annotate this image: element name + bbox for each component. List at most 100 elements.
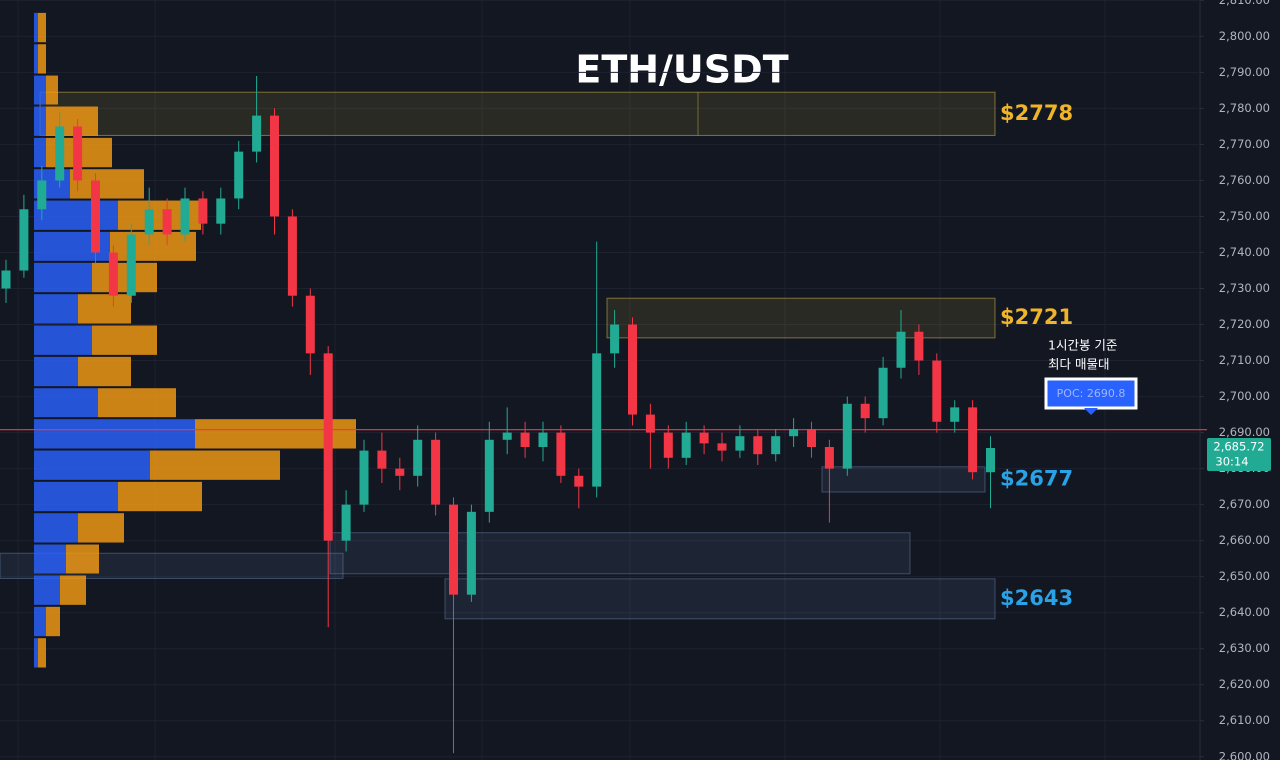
candle-body — [628, 324, 637, 415]
profile-sell — [66, 544, 99, 574]
candle-body — [341, 504, 351, 541]
candle-body — [162, 209, 172, 235]
candle-body — [252, 115, 262, 152]
profile-sell — [46, 75, 58, 105]
last-price-box — [1207, 438, 1271, 472]
candle-body — [538, 432, 548, 447]
candle-body — [860, 403, 870, 419]
y-tick-label: 2,650.00 — [1219, 569, 1270, 583]
profile-buy — [34, 356, 78, 387]
candle-body — [681, 432, 691, 458]
candle-body — [377, 450, 387, 469]
profile-buy — [34, 44, 38, 74]
candle-body — [216, 198, 226, 224]
candle-body — [610, 324, 620, 354]
candle-body — [466, 511, 476, 595]
profile-buy — [34, 294, 78, 324]
candle-body — [1, 270, 11, 289]
candle-body — [807, 428, 816, 447]
y-tick-label: 2,760.00 — [1219, 173, 1270, 187]
candle-body — [592, 353, 602, 487]
profile-buy — [34, 75, 46, 105]
profile-buy — [34, 200, 118, 230]
candle-body — [502, 432, 512, 440]
candle-body — [914, 331, 924, 361]
poc-pointer — [1084, 408, 1098, 415]
candle-body — [413, 439, 423, 476]
vertical-grid — [17, 0, 1106, 760]
profile-buy — [34, 12, 38, 43]
annotation: 최다 매물대 — [1048, 357, 1109, 372]
candle-body — [753, 436, 763, 455]
candle-body — [270, 115, 279, 217]
candle-body — [699, 432, 709, 444]
candle-body — [484, 439, 494, 512]
profile-sell — [38, 638, 46, 668]
zone — [606, 297, 996, 339]
profile-buy — [34, 388, 98, 418]
profile-buy — [34, 262, 92, 293]
countdown: 30:14 — [1215, 455, 1248, 469]
profile-sell — [38, 12, 46, 43]
profile-buy — [34, 481, 118, 512]
profile-sell — [46, 606, 60, 637]
profile-buy — [34, 575, 60, 605]
candle-body — [91, 180, 100, 253]
profile-buy — [34, 513, 78, 543]
profile-sell — [38, 44, 46, 74]
candle-body — [520, 432, 530, 447]
candle-body — [180, 198, 190, 235]
y-tick-label: 2,660.00 — [1219, 533, 1270, 547]
y-tick-label: 2,810.00 — [1219, 0, 1270, 7]
zone — [329, 532, 911, 575]
y-tick-label: 2,800.00 — [1219, 29, 1270, 43]
profile-sell — [92, 325, 157, 355]
candle-body — [663, 432, 673, 458]
candle-body — [287, 216, 297, 296]
candle-body — [932, 360, 942, 422]
candle-body — [574, 475, 584, 487]
profile-sell — [150, 450, 280, 480]
zone-label: $2778 — [1000, 101, 1073, 125]
profile-buy — [34, 544, 66, 574]
candle-body — [323, 353, 333, 541]
candle-body — [950, 407, 960, 422]
poc-label: POC: 2690.8 — [1057, 387, 1126, 400]
candle-body — [126, 234, 136, 296]
zone — [444, 578, 996, 620]
candle-body — [878, 367, 888, 419]
candle-body — [73, 126, 83, 181]
candle-body — [144, 209, 154, 235]
profile-sell — [70, 169, 144, 199]
candle-body — [735, 436, 745, 451]
zone-label: $2721 — [1000, 305, 1073, 329]
profile-sell — [78, 294, 131, 324]
y-tick-label: 2,600.00 — [1219, 749, 1270, 760]
profile-buy — [34, 450, 150, 480]
candle-body — [789, 428, 799, 437]
candle-body — [968, 407, 978, 473]
candle-body — [986, 448, 995, 473]
candle-body — [305, 295, 315, 354]
candle-body — [842, 403, 852, 469]
candle-body — [234, 151, 244, 199]
candle-body — [359, 450, 369, 505]
candle-body — [645, 414, 655, 433]
candle-body — [771, 436, 781, 455]
profile-sell — [98, 388, 176, 418]
y-tick-label: 2,720.00 — [1219, 317, 1270, 331]
profile-buy — [34, 606, 46, 637]
profile-sell — [60, 575, 86, 605]
profile-buy — [34, 419, 195, 449]
y-tick-label: 2,750.00 — [1219, 209, 1270, 223]
candle-body — [395, 468, 405, 476]
candle-body — [824, 446, 834, 469]
profile-sell — [92, 262, 157, 293]
zone-label: $2643 — [1000, 586, 1073, 610]
y-tick-label: 2,730.00 — [1219, 281, 1270, 295]
candle-body — [449, 504, 458, 595]
y-tick-label: 2,740.00 — [1219, 245, 1270, 259]
profile-buy — [34, 325, 92, 355]
candle-body — [55, 126, 65, 181]
